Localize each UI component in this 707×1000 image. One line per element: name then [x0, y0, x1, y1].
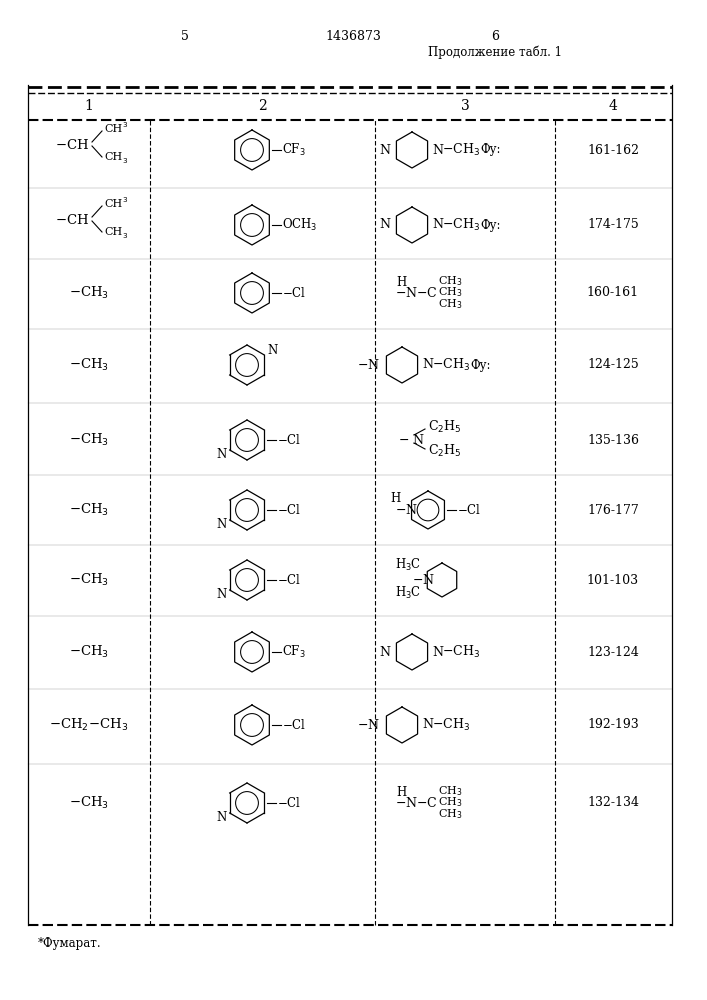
Text: $-$ N: $-$ N: [398, 433, 425, 447]
Text: CH: CH: [104, 199, 122, 209]
Text: N: N: [432, 143, 443, 156]
Text: CF$_3$: CF$_3$: [282, 644, 306, 660]
Text: CF$_3$: CF$_3$: [282, 142, 306, 158]
Text: $-$Cl: $-$Cl: [282, 286, 306, 300]
Text: N: N: [267, 344, 277, 357]
Text: $-$CH$_3$: $-$CH$_3$: [69, 432, 109, 448]
Text: N: N: [422, 718, 433, 732]
Text: $-$CH$_3$: $-$CH$_3$: [442, 644, 480, 660]
Text: CH$_3$: CH$_3$: [438, 274, 462, 288]
Text: $-$N: $-$N: [412, 573, 435, 587]
Text: 5: 5: [181, 30, 189, 43]
Text: 132-134: 132-134: [587, 796, 639, 810]
Text: 4: 4: [609, 99, 617, 112]
Text: $_3$: $_3$: [122, 195, 128, 205]
Text: N: N: [379, 646, 390, 658]
Text: N: N: [432, 646, 443, 658]
Text: CH: CH: [104, 227, 122, 237]
Text: CH: CH: [104, 152, 122, 162]
Text: $-$Cl: $-$Cl: [277, 573, 301, 587]
Text: $-$CH: $-$CH: [55, 138, 89, 152]
Text: CH$_3$: CH$_3$: [438, 784, 462, 798]
Text: $-$CH$_3$: $-$CH$_3$: [442, 217, 480, 233]
Text: $-$Cl: $-$Cl: [277, 796, 301, 810]
Text: Фу:: Фу:: [480, 143, 501, 156]
Text: C$_2$H$_5$: C$_2$H$_5$: [428, 419, 462, 435]
Text: $_3$: $_3$: [122, 231, 128, 241]
Text: $_3$: $_3$: [122, 120, 128, 130]
Text: N: N: [379, 143, 390, 156]
Text: $-$CH$_3$: $-$CH$_3$: [69, 502, 109, 518]
Text: CH$_3$: CH$_3$: [438, 807, 462, 821]
Text: $-$Cl: $-$Cl: [282, 718, 306, 732]
Text: $-$N: $-$N: [395, 503, 418, 517]
Text: 192-193: 192-193: [587, 718, 639, 732]
Text: $-$CH$_3$: $-$CH$_3$: [69, 285, 109, 301]
Text: $-$N: $-$N: [357, 718, 380, 732]
Text: H$_3$C: H$_3$C: [395, 557, 421, 573]
Text: $-$CH$_3$: $-$CH$_3$: [432, 717, 470, 733]
Text: $-$N$-$C: $-$N$-$C: [395, 286, 438, 300]
Text: H$_3$C: H$_3$C: [395, 585, 421, 601]
Text: $-$Cl: $-$Cl: [277, 433, 301, 447]
Text: $-$CH$_3$: $-$CH$_3$: [432, 357, 470, 373]
Text: N: N: [217, 588, 227, 601]
Text: N: N: [422, 359, 433, 371]
Text: Фу:: Фу:: [470, 359, 491, 371]
Text: N: N: [432, 219, 443, 232]
Text: N: N: [217, 518, 227, 531]
Text: CH$_3$: CH$_3$: [438, 285, 462, 299]
Text: $-$CH: $-$CH: [55, 213, 89, 227]
Text: Фу:: Фу:: [480, 219, 501, 232]
Text: H: H: [396, 275, 406, 288]
Text: $-$CH$_3$: $-$CH$_3$: [69, 357, 109, 373]
Text: 135-136: 135-136: [587, 434, 639, 446]
Text: CH: CH: [104, 124, 122, 134]
Text: 161-162: 161-162: [587, 143, 639, 156]
Text: 160-161: 160-161: [587, 286, 639, 300]
Text: 124-125: 124-125: [587, 359, 639, 371]
Text: OCH$_3$: OCH$_3$: [282, 217, 317, 233]
Text: 174-175: 174-175: [587, 219, 639, 232]
Text: C$_2$H$_5$: C$_2$H$_5$: [428, 443, 462, 459]
Text: $-$Cl: $-$Cl: [277, 503, 301, 517]
Text: $-$N: $-$N: [357, 358, 380, 372]
Text: $-$CH$_3$: $-$CH$_3$: [69, 572, 109, 588]
Text: $-$Cl: $-$Cl: [457, 503, 481, 517]
Text: *Фумарат.: *Фумарат.: [38, 936, 102, 950]
Text: N: N: [217, 811, 227, 824]
Text: CH$_3$: CH$_3$: [438, 297, 462, 311]
Text: 123-124: 123-124: [587, 646, 639, 658]
Text: Продолжение табл. 1: Продолжение табл. 1: [428, 45, 562, 59]
Text: 2: 2: [257, 99, 267, 112]
Text: $_3$: $_3$: [122, 156, 128, 166]
Text: $-$CH$_3$: $-$CH$_3$: [69, 644, 109, 660]
Text: 1436873: 1436873: [325, 30, 381, 43]
Text: CH$_3$: CH$_3$: [438, 795, 462, 809]
Text: $-$CH$_2$$-$CH$_3$: $-$CH$_2$$-$CH$_3$: [49, 717, 129, 733]
Text: N: N: [217, 448, 227, 461]
Text: N: N: [379, 219, 390, 232]
Text: 101-103: 101-103: [587, 574, 639, 586]
Text: $-$N$-$C: $-$N$-$C: [395, 796, 438, 810]
Text: 1: 1: [85, 99, 93, 112]
Text: H: H: [396, 786, 406, 798]
Text: $-$CH$_3$: $-$CH$_3$: [69, 795, 109, 811]
Text: $-$CH$_3$: $-$CH$_3$: [442, 142, 480, 158]
Text: H: H: [390, 492, 400, 506]
Text: 6: 6: [491, 30, 499, 43]
Text: 3: 3: [461, 99, 469, 112]
Text: 176-177: 176-177: [587, 504, 639, 516]
